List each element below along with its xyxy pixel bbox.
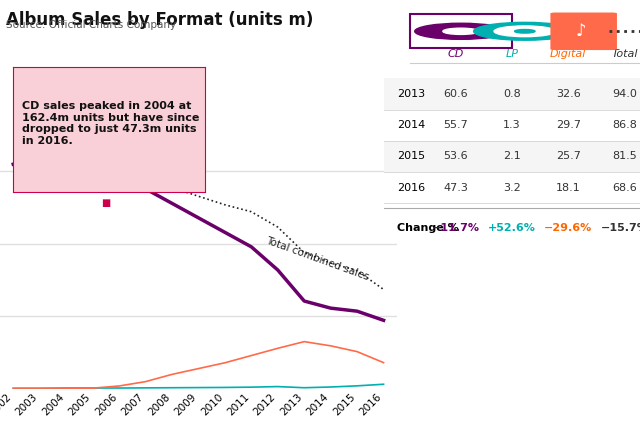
Text: ♪: ♪	[576, 22, 586, 40]
Text: 68.6: 68.6	[612, 183, 637, 193]
Text: CD sales peaked in 2004 at
162.4m units but have since
dropped to just 47.3m uni: CD sales peaked in 2004 at 162.4m units …	[22, 101, 200, 146]
Text: ■: ■	[101, 198, 110, 208]
Text: 81.5: 81.5	[612, 152, 637, 161]
Text: 2.1: 2.1	[503, 152, 521, 161]
Text: Total combined sales: Total combined sales	[264, 236, 371, 282]
Text: 2016: 2016	[397, 183, 425, 193]
Text: 3.2: 3.2	[503, 183, 521, 193]
Text: 25.7: 25.7	[556, 152, 580, 161]
Text: 55.7: 55.7	[444, 120, 468, 130]
Text: +52.6%: +52.6%	[488, 223, 536, 233]
Text: 32.6: 32.6	[556, 89, 580, 99]
Text: 2014: 2014	[397, 120, 425, 130]
Text: 1.3: 1.3	[503, 120, 521, 130]
Text: 60.6: 60.6	[444, 89, 468, 99]
Text: −15.7%: −15.7%	[601, 223, 640, 233]
FancyBboxPatch shape	[384, 78, 640, 110]
Text: 53.6: 53.6	[444, 152, 468, 161]
Text: LP: LP	[506, 49, 518, 59]
Circle shape	[474, 22, 576, 40]
Text: −29.6%: −29.6%	[544, 223, 593, 233]
Text: 2015: 2015	[397, 152, 425, 161]
Circle shape	[494, 26, 556, 37]
Text: Source: Official Charts Company: Source: Official Charts Company	[6, 20, 177, 30]
Text: Total: Total	[611, 49, 638, 59]
Text: 47.3: 47.3	[444, 183, 468, 193]
Text: 94.0: 94.0	[612, 89, 637, 99]
Circle shape	[515, 30, 535, 33]
Text: Album Sales by Format (units m): Album Sales by Format (units m)	[6, 11, 314, 29]
Text: 2013: 2013	[397, 89, 425, 99]
Text: Change %: Change %	[397, 223, 458, 233]
Text: 86.8: 86.8	[612, 120, 637, 130]
FancyBboxPatch shape	[550, 13, 617, 50]
Text: 0.8: 0.8	[503, 89, 521, 99]
Text: CD: CD	[447, 49, 464, 59]
FancyBboxPatch shape	[384, 141, 640, 172]
Circle shape	[415, 23, 507, 39]
Text: 18.1: 18.1	[556, 183, 580, 193]
Circle shape	[443, 28, 479, 34]
Text: 29.7: 29.7	[556, 120, 581, 130]
Text: −11.7%: −11.7%	[432, 223, 480, 233]
Text: Digital: Digital	[550, 49, 586, 59]
